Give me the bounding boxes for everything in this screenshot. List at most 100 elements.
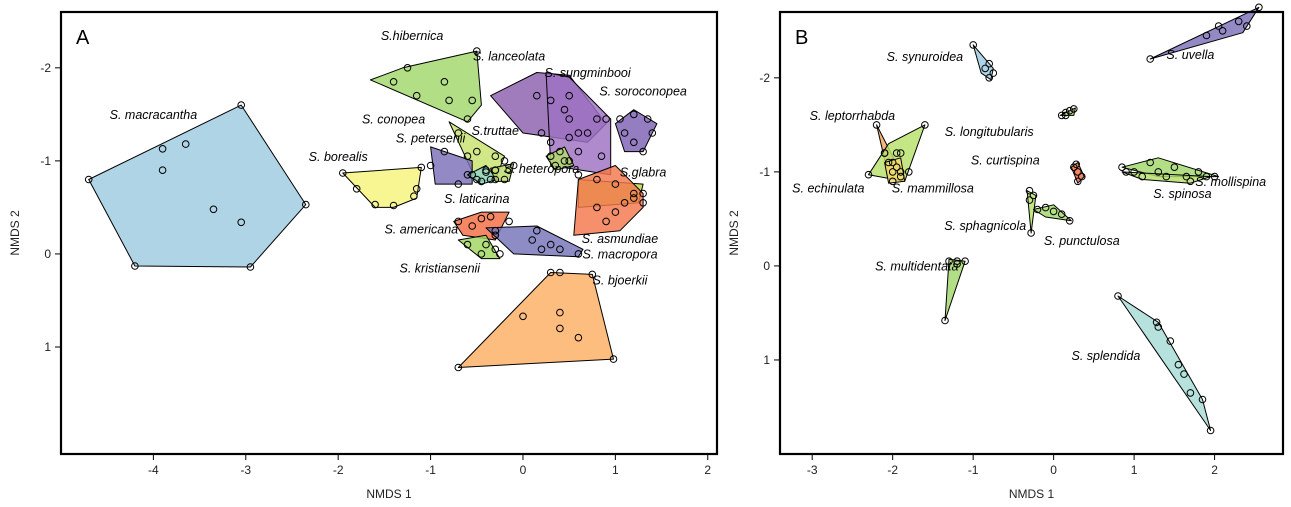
point-s-petersenii-4 xyxy=(473,175,481,184)
point-s-synuroidea-4 xyxy=(985,59,994,68)
point-s-bjoerkii-7 xyxy=(454,363,463,372)
x-tick-label: -2 xyxy=(333,463,344,477)
point-s-macropora-6 xyxy=(533,226,541,235)
point-s-curtispina-3 xyxy=(1074,177,1082,186)
point-s-leptorrhabda-3 xyxy=(892,149,901,157)
species-label-s-americana: S. americana xyxy=(384,223,458,237)
point-s-synuroidea-0 xyxy=(969,41,978,49)
hulls-a xyxy=(88,50,658,368)
point-s-mammillosa-1 xyxy=(892,163,901,171)
point-s-soroconopea-6 xyxy=(620,129,629,137)
point-s-lanceolata-5 xyxy=(537,129,546,137)
point-s-splendida-4 xyxy=(1174,360,1183,369)
point-s-hibernica-1 xyxy=(403,64,412,72)
point-s-hibernica-4 xyxy=(463,115,472,123)
species-label-s-longitubularis: S. longitubularis xyxy=(945,125,1034,139)
point-s-soroconopea-0 xyxy=(616,115,624,123)
hull-s-petersenii xyxy=(430,146,473,185)
point-s-macropora-4 xyxy=(556,245,564,254)
point-s-truttae-3 xyxy=(486,175,495,184)
point-s-uvella-5 xyxy=(1255,3,1263,12)
panel-label: A xyxy=(76,27,90,49)
point-s-lanceolata-3 xyxy=(565,115,574,123)
point-s-macropora-5 xyxy=(574,250,583,258)
point-s-borealis-3 xyxy=(389,201,398,210)
species-label-s-borealis: S. borealis xyxy=(309,150,368,164)
point-s-lanceolata-4 xyxy=(574,129,583,137)
point-s-glabra-3 xyxy=(630,194,638,202)
hull-s-asmundiae xyxy=(573,165,644,236)
y-tick-label: 0 xyxy=(44,247,51,261)
point-s-conopea-5 xyxy=(491,152,500,160)
point-s-splendida-1 xyxy=(1152,318,1161,327)
point-s-macracantha-5 xyxy=(209,205,218,214)
x-tick-label: 2 xyxy=(704,463,711,477)
y-tick-label: -2 xyxy=(40,61,51,75)
point-s-macropora-2 xyxy=(537,245,546,254)
point-s-macracantha-4 xyxy=(181,140,190,148)
point-s-uvella-1 xyxy=(1202,31,1211,40)
x-tick-label: -1 xyxy=(425,463,436,477)
point-s-lanceolata-1 xyxy=(546,96,555,105)
point-s-macracantha-1 xyxy=(131,262,139,270)
point-s-laticarina-0 xyxy=(491,166,500,174)
y-tick-label: -1 xyxy=(40,154,51,168)
x-tick-label: -3 xyxy=(240,463,251,477)
species-label-s-conopea: S. conopea xyxy=(362,113,425,127)
hull-s-synuroidea xyxy=(972,44,994,81)
point-s-borealis-5 xyxy=(412,185,421,193)
point-s-truttae-1 xyxy=(477,177,486,186)
point-s-spinosa-0 xyxy=(1122,168,1130,176)
point-s-petersenii-2 xyxy=(463,171,472,179)
point-s-punctulosa-3 xyxy=(1057,210,1066,218)
point-s-sungminbooi-5 xyxy=(597,152,606,160)
point-s-americana-0 xyxy=(454,217,463,226)
hull-s-bjoerkii xyxy=(457,272,614,368)
y-axis-label: NMDS 2 xyxy=(727,210,741,256)
x-axis-label: NMDS 1 xyxy=(1009,487,1055,501)
point-s-leptorrhabda-4 xyxy=(896,168,905,176)
x-tick-label: -2 xyxy=(887,463,898,477)
point-s-macropora-1 xyxy=(528,236,537,244)
point-s-kristiansenii-1 xyxy=(477,250,486,258)
point-s-soroconopea-4 xyxy=(639,147,647,156)
point-s-americana-3 xyxy=(486,212,495,221)
species-label-s-sungminbooi: S. sungminbooi xyxy=(545,66,632,80)
point-s-multidentata-1 xyxy=(953,257,961,266)
point-s-splendida-0 xyxy=(1114,292,1122,300)
point-s-splendida-6 xyxy=(1186,389,1195,397)
point-s-glabra-2 xyxy=(611,180,620,188)
point-s-kristiansenii-4 xyxy=(496,250,504,258)
point-s-soroconopea-2 xyxy=(643,115,652,123)
y-tick-label: 1 xyxy=(44,340,51,354)
point-s-hibernica-5 xyxy=(468,96,477,105)
species-label-s-soroconopea: S. soroconopea xyxy=(599,85,687,99)
species-label-s-macropora: S. macropora xyxy=(582,248,657,262)
point-s-mollispina-6 xyxy=(1130,168,1138,176)
point-s-punctulosa-0 xyxy=(1033,205,1042,214)
point-s-lanceolata-6 xyxy=(565,91,574,100)
points-a xyxy=(84,47,657,372)
point-s-mollispina-7 xyxy=(1118,163,1126,171)
point-s-longitubularis-3 xyxy=(1070,105,1078,113)
point-s-laticarina-1 xyxy=(500,175,509,184)
point-s-punctulosa-1 xyxy=(1041,203,1050,212)
point-s-conopea-2 xyxy=(482,166,490,174)
point-s-punctulosa-2 xyxy=(1049,207,1058,216)
panel-a: -4 -3 -2 -1 0 1 2 -2 -1 0 1 NMDS 1 NMDS 2 A S. macraca… xyxy=(8,10,719,501)
species-label-s-laticarina: S. laticarina xyxy=(444,192,509,206)
point-s-sphagnicola-1 xyxy=(1029,191,1038,200)
x-tick-label: 1 xyxy=(1131,463,1138,477)
species-label-s-splendida: S. splendida xyxy=(1071,349,1140,363)
point-s-multidentata-4 xyxy=(941,316,949,325)
species-label-s-sphagnicola: S. sphagnicola xyxy=(944,219,1026,233)
point-s-mollispina-3 xyxy=(1194,168,1203,176)
point-s-macropora-3 xyxy=(546,240,555,249)
point-s-macracantha-7 xyxy=(237,218,245,227)
point-s-sungminbooi-3 xyxy=(583,129,592,137)
point-s-spinosa-2 xyxy=(1162,172,1171,181)
point-s-curtispina-1 xyxy=(1074,168,1082,176)
point-s-splendida-2 xyxy=(1154,323,1163,331)
point-s-asmundiae-2 xyxy=(620,199,629,207)
